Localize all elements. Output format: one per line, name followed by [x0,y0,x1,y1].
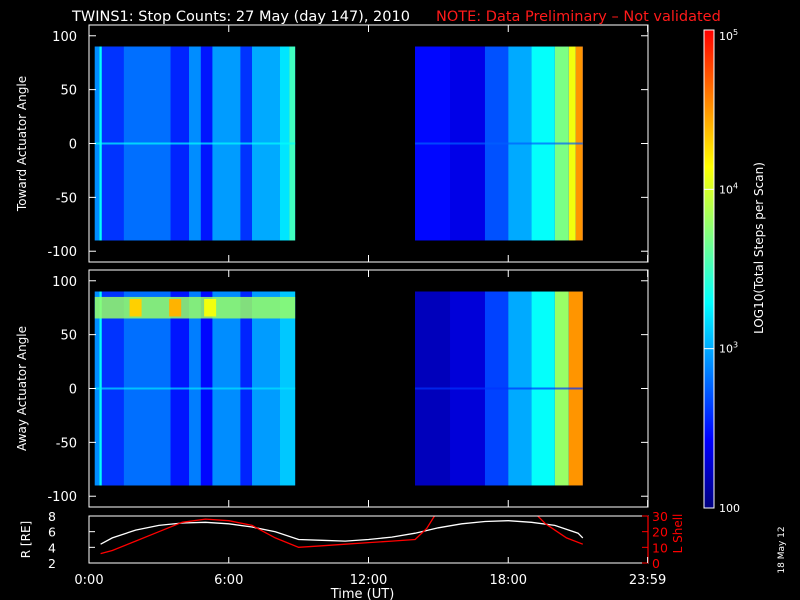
colorbar-tick-label: 104 [719,181,738,196]
x-tick-label: 0:00 [74,573,103,588]
y-tick-label: 100 [52,275,77,290]
x-tick-label: 6:00 [214,573,243,588]
y-right-tick-label: 30 [652,509,668,524]
y-tick-label: 6 [48,525,56,540]
preliminary-note: NOTE: Data Preliminary – Not validated [436,9,721,25]
y-right-tick-label: 20 [652,525,668,540]
colorbar-tick-label: 105 [719,28,738,43]
y-right-axis-label: L Shell [671,514,685,554]
y-tick-label: -100 [47,245,77,260]
y-axis-label: Away Actuator Angle [15,326,29,451]
colorbar-label: LOG10(Total Steps per Scan) [752,162,766,334]
x-axis-label: Time (UT) [330,587,395,600]
y-tick-label: 2 [48,556,56,571]
y-axis-label: Toward Actuator Angle [15,76,29,212]
hotspot-peak [204,298,217,317]
x-tick-label: 18:00 [490,573,527,588]
y-axis-label: R [RE] [19,521,33,558]
hotspot-peak [169,298,182,317]
y-tick-label: -100 [47,490,77,505]
chart-title: TWINS1: Stop Counts: 27 May (day 147), 2… [71,9,410,25]
colorbar-gradient [704,30,714,508]
y-tick-label: -50 [56,191,77,206]
y-tick-label: 100 [52,30,77,45]
x-tick-label: 12:00 [350,573,387,588]
y-tick-label: 50 [60,84,77,99]
l-shell-line [100,516,436,555]
y-tick-label: 0 [69,383,77,398]
hotspot-peak [129,298,142,317]
colorbar-tick-label: 100 [719,502,740,515]
date-stamp: 18 May 12 [777,526,787,573]
l-shell-line [536,516,584,545]
y-tick-label: 50 [60,329,77,344]
away-angle-panel: 100 50 0 -50 -100 Away Actuator Angle [15,269,649,508]
radius-line [100,520,584,545]
y-tick-label: 8 [48,509,56,524]
hotspot-band [94,296,296,319]
toward-angle-panel: 100 50 0 -50 -100 Toward Actuator Angle [15,24,649,263]
colorbar: 105 104 103 100 [703,28,740,515]
colorbar-tick-label: 103 [719,341,738,356]
y-tick-label: 0 [69,138,77,153]
x-tick-label: 23:59 [629,573,666,588]
y-right-tick-label: 10 [652,540,668,555]
y-right-tick-label: 0 [652,556,660,571]
y-tick-label: -50 [56,436,77,451]
y-tick-label: 4 [48,540,56,555]
